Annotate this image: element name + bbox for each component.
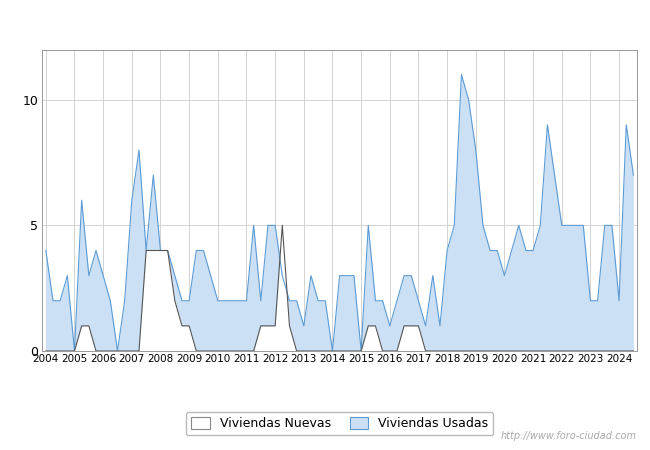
Text: http://www.foro-ciudad.com: http://www.foro-ciudad.com	[501, 431, 637, 441]
Text: Serradilla - Evolucion del Nº de Transacciones Inmobiliarias: Serradilla - Evolucion del Nº de Transac…	[108, 13, 542, 28]
Legend: Viviendas Nuevas, Viviendas Usadas: Viviendas Nuevas, Viviendas Usadas	[186, 412, 493, 435]
